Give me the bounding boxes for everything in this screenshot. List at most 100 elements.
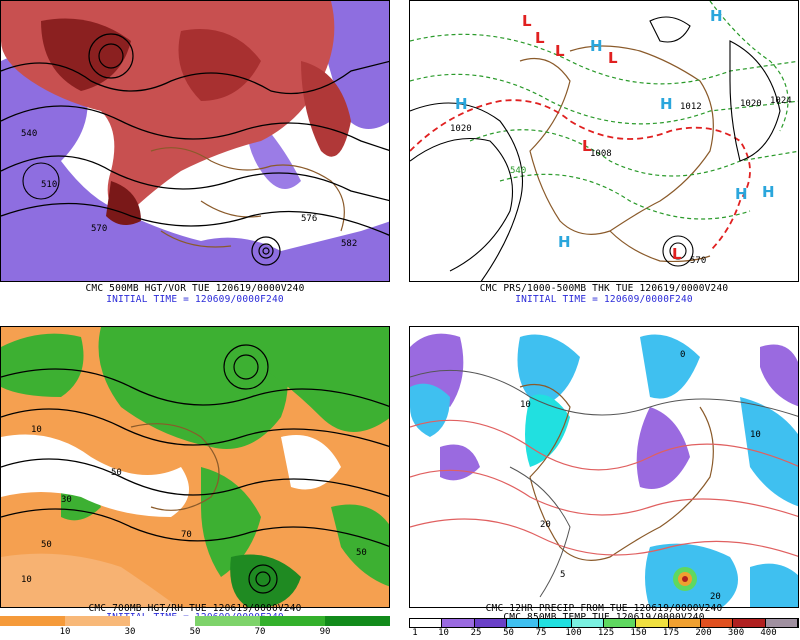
- contour-label: 582: [341, 239, 357, 249]
- precip-scale-label: 1: [412, 628, 418, 638]
- precip-area: [640, 334, 700, 399]
- humidity-area: [98, 327, 288, 449]
- contour-label: 540: [21, 129, 37, 139]
- panel-title: CMC 700MB HGT/RH TUE 120619/0000V240: [88, 603, 302, 614]
- height-contour: [1, 458, 389, 498]
- precip-scale-swatch: [765, 619, 798, 627]
- contour-label: 1020: [450, 124, 472, 134]
- rh-scale-label: 50: [189, 627, 201, 637]
- contour-label: 50: [356, 548, 367, 558]
- vorticity-area: [178, 29, 261, 101]
- contour-label: 20: [540, 520, 551, 530]
- panel-subtitle: CMC 850MB TEMP TUE 120619/0000V240: [503, 612, 705, 623]
- temperature-contour: [410, 369, 798, 417]
- height-contour: [258, 243, 274, 259]
- map-precip-temp-svg: 10 20 0 10 20 5: [410, 327, 798, 607]
- precip-scale-swatch: [571, 619, 604, 627]
- panel-700mb-hgt-rh: 10 50 30 70 10 50 50 CMC 700MB HGT/RH TU…: [0, 326, 390, 636]
- temperature-contour: [509, 466, 571, 598]
- height-contour: [1, 368, 389, 407]
- contour-label: 30: [61, 495, 72, 505]
- high-pressure-marker: H: [455, 95, 468, 113]
- temperature-contour: [410, 419, 798, 471]
- panel-title: CMC 500MB HGT/VOR TUE 120619/0000V240: [85, 283, 305, 294]
- rh-scale-label: 90: [319, 627, 331, 637]
- precip-scale-label: 125: [597, 628, 615, 638]
- precip-scale-label: 300: [727, 628, 745, 638]
- high-pressure-marker: H: [558, 233, 571, 251]
- contour-label: 50: [111, 468, 122, 478]
- height-contour: [88, 33, 134, 79]
- precip-scale-label: 175: [662, 628, 680, 638]
- precip-scale-label: 200: [695, 628, 712, 638]
- coastline: [609, 230, 711, 263]
- height-contour: [223, 344, 269, 390]
- contour-label: 10: [750, 430, 761, 440]
- coastline: [519, 383, 714, 561]
- height-contour: [251, 236, 281, 266]
- rh-color-scale: [0, 616, 390, 626]
- precip-area: [440, 444, 480, 481]
- precip-area: [740, 397, 798, 507]
- isobar: [410, 102, 523, 281]
- contour-label: 540: [510, 166, 526, 176]
- high-pressure-marker: H: [762, 183, 775, 201]
- contour-label: 1012: [680, 102, 702, 112]
- rh-scale-labels: 10 30 50 70 90: [0, 627, 390, 638]
- rh-scale-swatch: [260, 616, 325, 626]
- contour-label: 570: [690, 256, 706, 266]
- vorticity-area: [41, 18, 131, 91]
- coastline: [130, 423, 220, 511]
- high-pressure-marker: H: [590, 37, 603, 55]
- isobar: [662, 235, 694, 267]
- coastline: [150, 147, 345, 248]
- temperature-contour: [410, 518, 798, 557]
- height-contour: [1, 105, 389, 152]
- humidity-area: [261, 327, 389, 432]
- map-prs-thk: 1020 1012 1008 1020 1024 540 570 H H H H…: [409, 0, 799, 282]
- contour-label: 70: [181, 530, 192, 540]
- precip-scale-label: 25: [470, 628, 482, 638]
- precip-area: [636, 407, 690, 489]
- precip-scale-swatch: [700, 619, 734, 627]
- contour-label: 510: [41, 180, 57, 190]
- low-pressure-marker: L: [608, 49, 618, 67]
- precip-area: [760, 344, 798, 407]
- precip-scale-swatch: [539, 619, 572, 627]
- contour-label: 20: [710, 592, 721, 602]
- precip-area: [750, 563, 798, 607]
- humidity-area: [1, 553, 179, 607]
- coastline: [519, 45, 714, 235]
- map-500mb-svg: 510 540 570 576 582: [1, 1, 389, 281]
- height-contour: [262, 247, 270, 255]
- contour-label: 10: [21, 575, 32, 585]
- rh-scale-swatch: [195, 616, 260, 626]
- low-pressure-marker: L: [582, 137, 592, 155]
- precip-scale-label: 50: [503, 628, 514, 638]
- precip-scale-label: 100: [565, 628, 582, 638]
- map-prs-thk-svg: 1020 1012 1008 1020 1024 540 570 H H H H…: [410, 1, 798, 281]
- vorticity-area: [301, 61, 351, 157]
- height-contour: [233, 354, 259, 380]
- high-pressure-marker: H: [710, 7, 723, 25]
- rh-scale-label: 10: [59, 627, 71, 637]
- precip-color-scale: [409, 618, 799, 628]
- height-contour: [1, 202, 389, 236]
- low-pressure-marker: L: [535, 29, 545, 47]
- humidity-area: [331, 504, 389, 587]
- precip-scale-swatch: [442, 619, 475, 627]
- height-contour: [1, 508, 389, 547]
- vorticity-area: [1, 53, 389, 281]
- precip-area: [682, 576, 688, 582]
- precip-area: [525, 394, 570, 467]
- isobar: [729, 40, 781, 162]
- precip-scale-swatch: [636, 619, 669, 627]
- vorticity-area: [106, 181, 141, 225]
- contour-label: 1020: [740, 99, 762, 109]
- precip-scale-swatch: [410, 619, 443, 627]
- initial-time: INITIAL TIME = 120609/0000F240: [515, 294, 693, 305]
- precip-scale-label: 75: [535, 628, 547, 638]
- contour-label: 1008: [590, 149, 612, 159]
- map-700mb: 10 50 30 70 10 50 50: [0, 326, 390, 608]
- rh-scale-swatch: [130, 616, 195, 626]
